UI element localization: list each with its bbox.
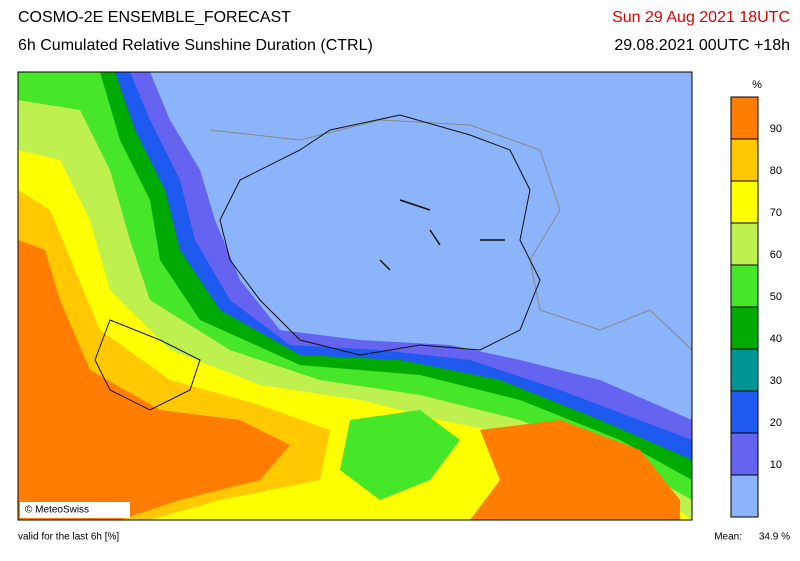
color-bin — [731, 307, 758, 349]
map-credit: © MeteoSwiss — [25, 505, 89, 516]
colorbar-tick-label: 90 — [770, 123, 782, 135]
colorbar-tick-label: 70 — [770, 207, 782, 219]
colorbar-tick-label: 30 — [770, 375, 782, 387]
colorbar-tick-label: 40 — [770, 333, 782, 345]
subtitle: 6h Cumulated Relative Sunshine Duration … — [18, 37, 373, 54]
colorbar: % 10 20 30 40 50 60 70 80 90 — [730, 79, 782, 518]
color-bin — [731, 139, 758, 181]
colorbar-unit: % — [752, 79, 762, 91]
color-bin — [731, 475, 758, 517]
color-bin — [731, 223, 758, 265]
color-bin — [731, 391, 758, 433]
color-bin — [731, 181, 758, 223]
colorbar-tick-label: 50 — [770, 291, 782, 303]
color-bin — [731, 349, 758, 391]
colorbar-tick-label: 10 — [770, 459, 782, 471]
valid-time: Sun 29 Aug 2021 18UTC — [612, 9, 790, 26]
colorbar-tick-label: 20 — [770, 417, 782, 429]
map: © MeteoSwiss — [17, 71, 693, 521]
color-bin — [731, 97, 758, 139]
color-bin — [731, 265, 758, 307]
mean-label: Mean: — [714, 532, 742, 543]
footer-note: valid for the last 6h [%] — [18, 532, 119, 543]
colorbar-tick-label: 80 — [770, 165, 782, 177]
run-time: 29.08.2021 00UTC +18h — [614, 37, 790, 54]
mean-value: 34.9 % — [759, 532, 790, 543]
colorbar-tick-label: 60 — [770, 249, 782, 261]
color-bin — [731, 433, 758, 475]
title: COSMO-2E ENSEMBLE_FORECAST — [18, 9, 291, 26]
